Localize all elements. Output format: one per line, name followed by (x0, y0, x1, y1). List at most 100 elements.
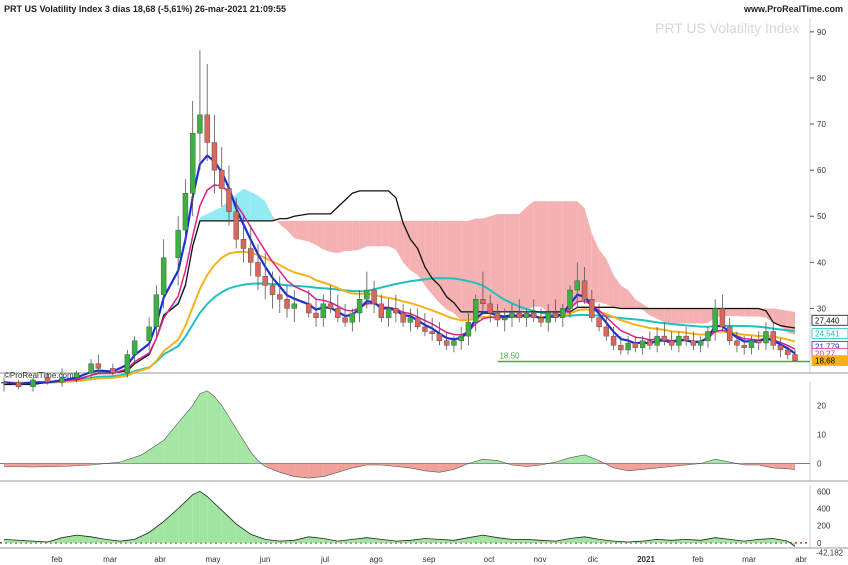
x-tick-label: mar (742, 555, 756, 564)
candle-body (269, 285, 276, 295)
osc2-last-value: -42,182 (816, 548, 844, 557)
x-tick-label: ago (369, 555, 383, 564)
cloud-segment (519, 207, 527, 312)
site-label[interactable]: www.ProRealTime.com (743, 4, 843, 14)
candle-body (567, 289, 573, 309)
candle-body (509, 312, 515, 318)
cloud-segment (453, 220, 462, 320)
candle-body (668, 340, 675, 346)
cloud-segment (265, 201, 273, 221)
osc2-area-segment (221, 510, 237, 543)
osc2-tick-label: 0 (817, 539, 822, 548)
candle-body (603, 326, 610, 337)
candle-body (610, 335, 617, 346)
cloud-segment (649, 308, 658, 319)
cloud-segment (657, 308, 665, 323)
cloud-segment (257, 195, 266, 221)
candle-body (712, 308, 718, 332)
blue-ma-line (3, 153, 796, 386)
cloud-segment (475, 218, 483, 318)
last-value-box (811, 314, 848, 326)
orange-ma-line (3, 250, 796, 384)
cloud-segment (635, 299, 643, 310)
candle-body (538, 317, 544, 323)
candle-body (182, 192, 189, 231)
osc2-area-segment (91, 536, 106, 543)
osc2-tick-label: 200 (817, 522, 831, 531)
cloud-segment (613, 275, 621, 309)
candle-body (189, 133, 196, 194)
candle-body (690, 340, 697, 346)
osc1-area-segment (236, 428, 244, 464)
osc2-area-segment (105, 539, 121, 543)
osc2-area-segment (163, 508, 179, 543)
candle-body (197, 114, 203, 134)
candle-body (465, 322, 472, 337)
cloud-segment (773, 308, 781, 326)
candle-body (356, 299, 363, 314)
candle-body (531, 312, 537, 318)
osc1-area-segment (337, 463, 353, 473)
x-tick-label: feb (692, 555, 704, 564)
candle-body (204, 114, 210, 143)
osc1-area-segment (308, 463, 324, 479)
osc2-area-segment (410, 538, 425, 543)
cloud-segment (461, 220, 469, 322)
osc2-area-segment (207, 496, 222, 543)
candle-body (777, 345, 784, 351)
candle-body (618, 345, 624, 351)
candle-body (291, 303, 297, 309)
candle-body (73, 372, 80, 378)
candle-body (400, 312, 406, 323)
osc1-area-segment (192, 393, 200, 464)
candle-body (756, 340, 762, 344)
cloud-segment (214, 207, 222, 221)
candle-body (719, 308, 726, 328)
x-tick-label: may (205, 555, 220, 564)
cloud-segment (700, 308, 708, 324)
x-tick-label: feb (51, 555, 63, 564)
candle-body (502, 317, 508, 321)
cloud-segment (541, 201, 549, 313)
cloud-segment (294, 220, 309, 242)
osc1-area-segment (410, 463, 425, 471)
cloud-segment (287, 220, 295, 239)
cloud-segment (511, 213, 520, 312)
candle-body (443, 340, 450, 346)
candle-body (124, 354, 131, 374)
osc1-area-segment (221, 405, 229, 464)
candle-body (683, 335, 689, 341)
candle-body (248, 248, 254, 263)
cloud-segment (620, 285, 629, 309)
cloud-segment (751, 308, 759, 317)
candle-body (480, 299, 486, 305)
osc1-area-segment (250, 451, 258, 464)
cloud-segment (729, 308, 737, 316)
cloud-segment (279, 220, 288, 231)
osc2-area-segment (4, 539, 34, 543)
osc2-area-segment (700, 537, 716, 543)
cloud-segment (533, 201, 542, 307)
last-value-label: 24,541 (815, 330, 840, 339)
price-tick-label: 80 (817, 74, 826, 83)
candle-body (211, 142, 218, 171)
candle-body (734, 340, 740, 346)
teal-ma-line (3, 277, 796, 386)
candle-body (378, 303, 385, 318)
last-value-box (811, 355, 848, 367)
cloud-segment (736, 308, 745, 317)
candle-body (705, 331, 711, 341)
osc1-area-segment (715, 459, 730, 464)
candle-body (320, 303, 327, 318)
cloud-segment (323, 220, 331, 252)
candle-body (349, 312, 356, 323)
cloud-segment (352, 220, 360, 251)
osc1-area-segment (744, 463, 759, 465)
cloud-segment (504, 213, 512, 312)
cloud-segment (490, 213, 498, 312)
candle-body (487, 303, 493, 314)
candle-body (429, 331, 435, 335)
candle-body (30, 379, 36, 388)
osc2-area-segment (76, 535, 92, 543)
candle-body (88, 363, 94, 374)
